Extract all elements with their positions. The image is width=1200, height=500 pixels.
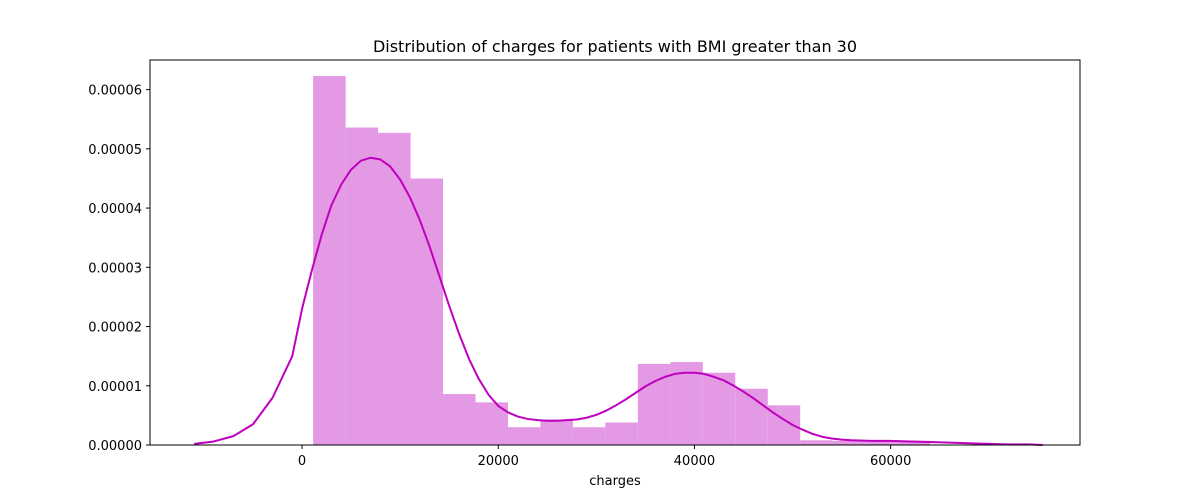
- x-tick-label: 20000: [478, 454, 519, 469]
- histogram-bar: [443, 394, 476, 445]
- y-tick-label: 0.00005: [88, 143, 142, 158]
- y-tick-label: 0.00000: [88, 439, 142, 454]
- chart-title: Distribution of charges for patients wit…: [373, 37, 857, 56]
- y-tick-label: 0.00003: [88, 261, 142, 276]
- histogram-bar: [345, 127, 379, 446]
- histogram-bar: [540, 419, 573, 445]
- y-tick-label: 0.00006: [88, 84, 142, 99]
- histogram-bar: [410, 178, 444, 445]
- x-axis-ticks: 0 20000 40000 60000: [298, 445, 911, 469]
- plot-frame: [149, 59, 1081, 446]
- histogram-bar: [572, 427, 606, 445]
- histogram-bar: [670, 362, 703, 445]
- histogram-bar: [313, 75, 346, 445]
- x-tick-label: 0: [298, 454, 306, 469]
- histogram-bars: [313, 75, 931, 446]
- histogram-bar: [378, 132, 411, 445]
- histogram-bar: [865, 440, 898, 445]
- histogram-bar: [832, 440, 866, 445]
- kde-line: [194, 156, 1043, 446]
- x-tick-label: 40000: [674, 454, 715, 469]
- histogram-bar: [507, 427, 541, 445]
- kde-layer: [194, 156, 1043, 446]
- y-tick-label: 0.00004: [88, 202, 142, 217]
- y-tick-label: 0.00002: [88, 321, 142, 336]
- y-tick-label: 0.00001: [88, 380, 142, 395]
- histogram-bar: [800, 440, 833, 445]
- x-axis-label: charges: [589, 474, 641, 489]
- histogram-bar: [897, 440, 931, 445]
- histogram-bar: [605, 422, 638, 445]
- x-tick-label: 60000: [870, 454, 911, 469]
- y-axis-ticks: 0.00000 0.00001 0.00002 0.00003 0.00004 0.000…: [88, 84, 150, 454]
